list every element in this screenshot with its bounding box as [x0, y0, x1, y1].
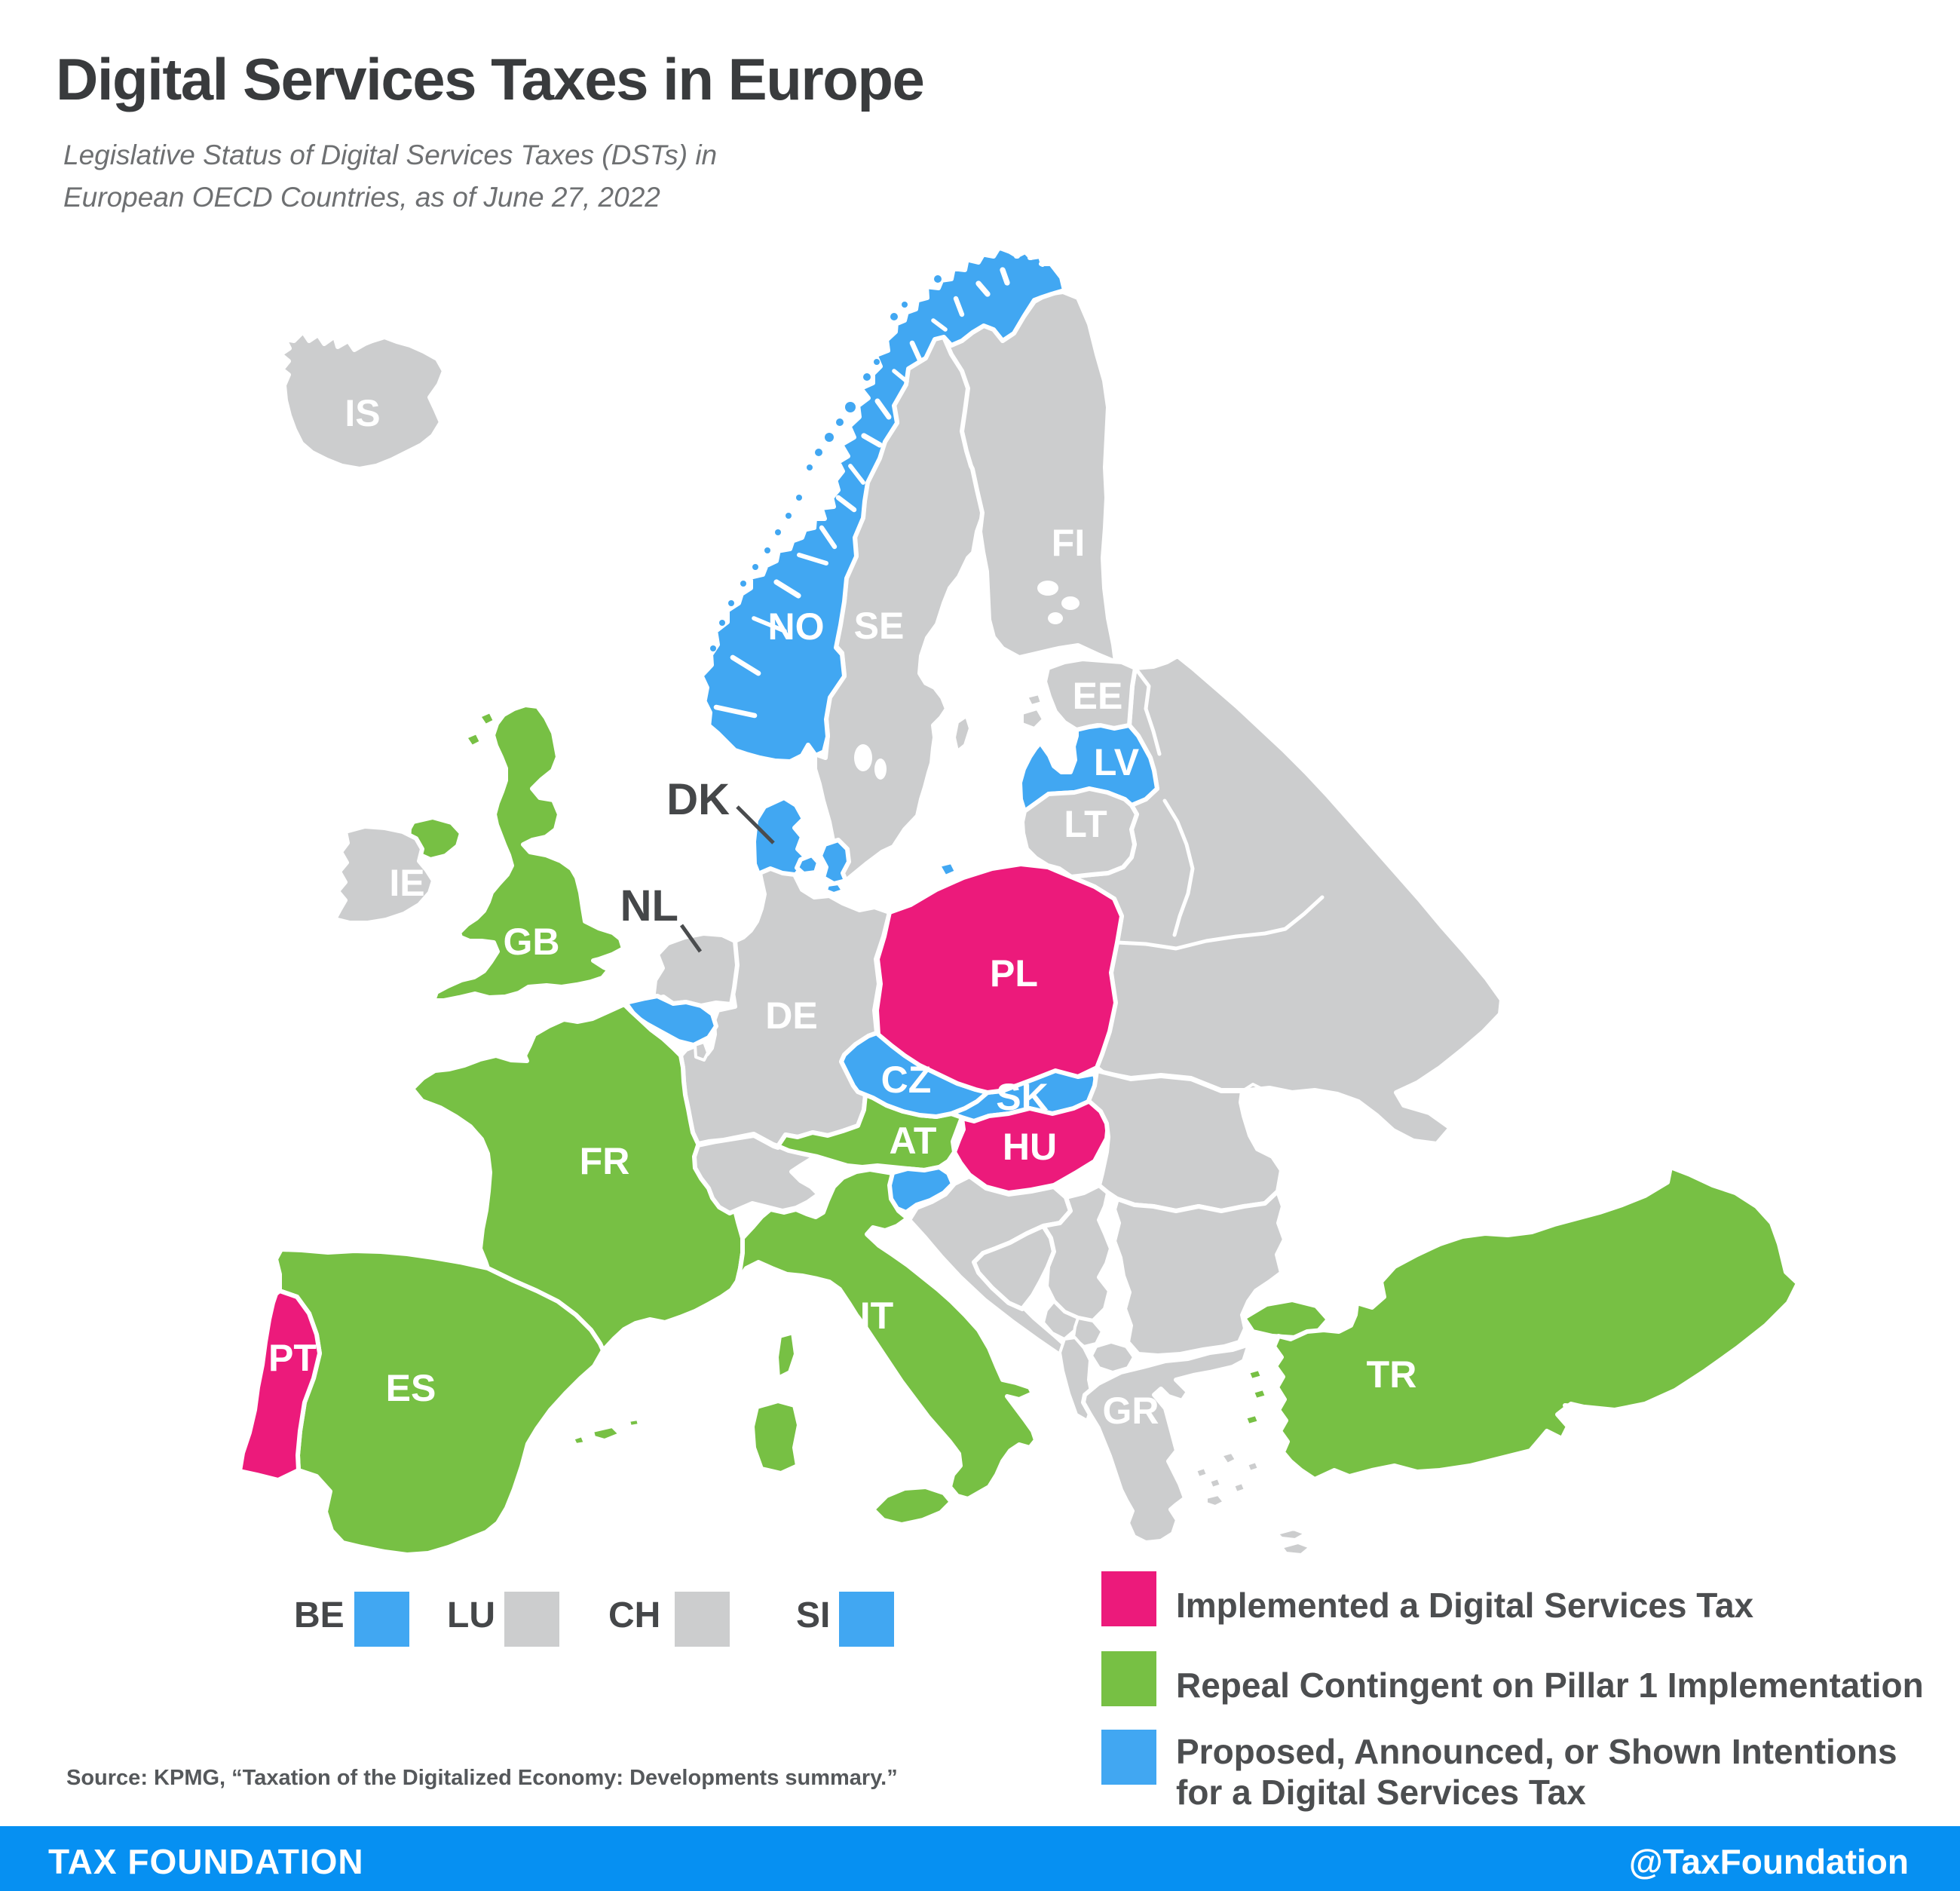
svg-text:IT: IT	[860, 1295, 893, 1337]
svg-text:PT: PT	[268, 1337, 317, 1379]
svg-text:SE: SE	[854, 605, 905, 647]
svg-text:LT: LT	[1064, 803, 1107, 845]
svg-text:GB: GB	[504, 921, 560, 963]
svg-text:NO: NO	[768, 605, 825, 648]
svg-text:IS: IS	[345, 392, 380, 434]
svg-text:NL: NL	[620, 881, 678, 930]
svg-text:HU: HU	[1003, 1126, 1057, 1168]
svg-text:SK: SK	[996, 1076, 1048, 1118]
svg-text:FI: FI	[1052, 522, 1085, 564]
svg-text:DE: DE	[765, 995, 817, 1037]
svg-text:GR: GR	[1103, 1390, 1159, 1432]
svg-text:CZ: CZ	[881, 1059, 932, 1101]
svg-text:PL: PL	[990, 952, 1038, 995]
svg-text:EE: EE	[1073, 675, 1123, 717]
svg-text:ES: ES	[386, 1367, 436, 1409]
svg-text:AT: AT	[890, 1120, 937, 1162]
svg-text:DK: DK	[666, 775, 730, 824]
svg-text:FR: FR	[580, 1140, 630, 1182]
svg-text:IE: IE	[389, 862, 424, 904]
svg-text:LV: LV	[1094, 741, 1140, 783]
svg-text:TR: TR	[1367, 1353, 1417, 1396]
